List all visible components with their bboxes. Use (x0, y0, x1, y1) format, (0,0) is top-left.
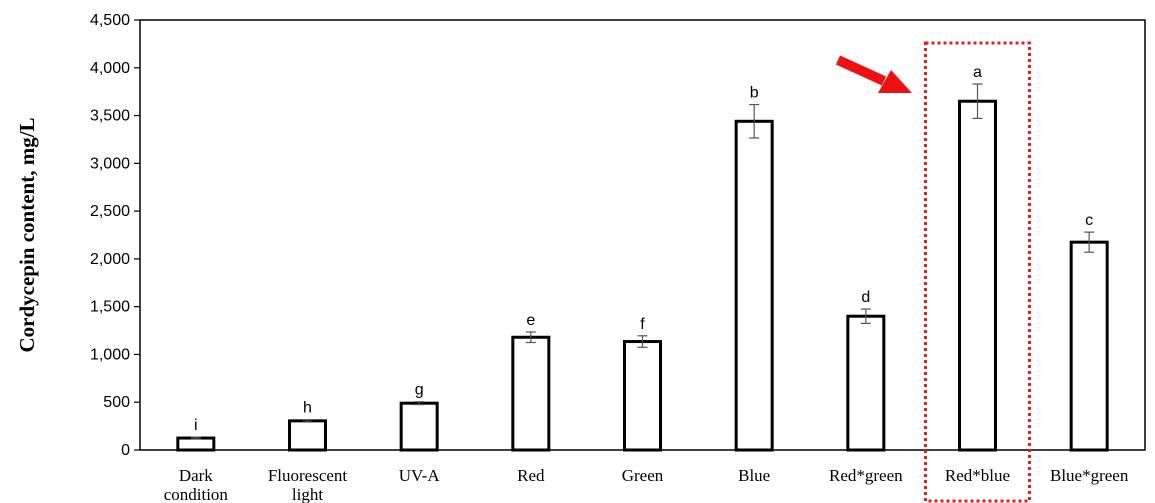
error-bar (190, 436, 201, 440)
significance-letters: i h g e f b d a c (194, 64, 1093, 434)
bar (958, 99, 997, 452)
significance-letter: e (526, 312, 535, 329)
red-arrow-icon (835, 55, 912, 93)
bar (846, 314, 886, 452)
category-label: light (292, 485, 323, 503)
y-tick-label: 500 (103, 394, 130, 411)
error-bar (414, 401, 425, 406)
significance-letter: g (415, 382, 424, 399)
category-label: Fluorescent (268, 466, 348, 485)
y-axis: 0 500 1,000 1,500 2,000 2,500 3,000 3,500 4,000 4… (90, 12, 140, 459)
category-label: condition (164, 485, 229, 503)
significance-letter: h (303, 400, 312, 417)
bar (288, 419, 327, 452)
error-bar (637, 335, 648, 348)
y-tick-label: 3,500 (90, 108, 130, 125)
error-bar (1084, 231, 1095, 253)
bar (623, 340, 662, 452)
bar (399, 401, 439, 452)
category-label: Red*green (829, 466, 903, 485)
y-tick-label: 2,500 (90, 203, 130, 220)
y-tick-label: 4,000 (90, 60, 130, 77)
error-bar (860, 308, 871, 324)
category-label: Dark (179, 466, 213, 485)
significance-letter: b (750, 85, 759, 102)
y-tick-label: 0 (121, 442, 130, 459)
category-label: Red (517, 466, 545, 485)
y-axis-title: Cordycepin content, mg/L (15, 117, 39, 352)
category-label: Blue (738, 466, 770, 485)
error-bar (302, 419, 313, 423)
category-label: Red*blue (945, 466, 1010, 485)
y-tick-label: 3,000 (90, 155, 130, 172)
category-label: Blue*green (1050, 466, 1129, 485)
category-label: Green (622, 466, 664, 485)
error-bar (525, 331, 536, 344)
significance-letter: i (194, 417, 198, 434)
error-bars (190, 83, 1095, 440)
y-tick-label: 1,000 (90, 346, 130, 363)
category-label: UV-A (399, 466, 441, 485)
significance-letter: d (861, 289, 870, 306)
bar (511, 335, 551, 452)
bar (176, 436, 216, 452)
error-bar (749, 103, 760, 139)
y-tick-label: 1,500 (90, 299, 130, 316)
error-bar (972, 83, 983, 120)
significance-letter: f (640, 316, 645, 333)
bar (734, 119, 774, 452)
y-tick-label: 4,500 (90, 12, 130, 29)
y-tick-label: 2,000 (90, 251, 130, 268)
significance-letter: a (973, 64, 982, 81)
highlight-box (924, 41, 1031, 503)
bars (176, 99, 1109, 452)
bar (1069, 240, 1109, 452)
significance-letter: c (1085, 212, 1093, 229)
